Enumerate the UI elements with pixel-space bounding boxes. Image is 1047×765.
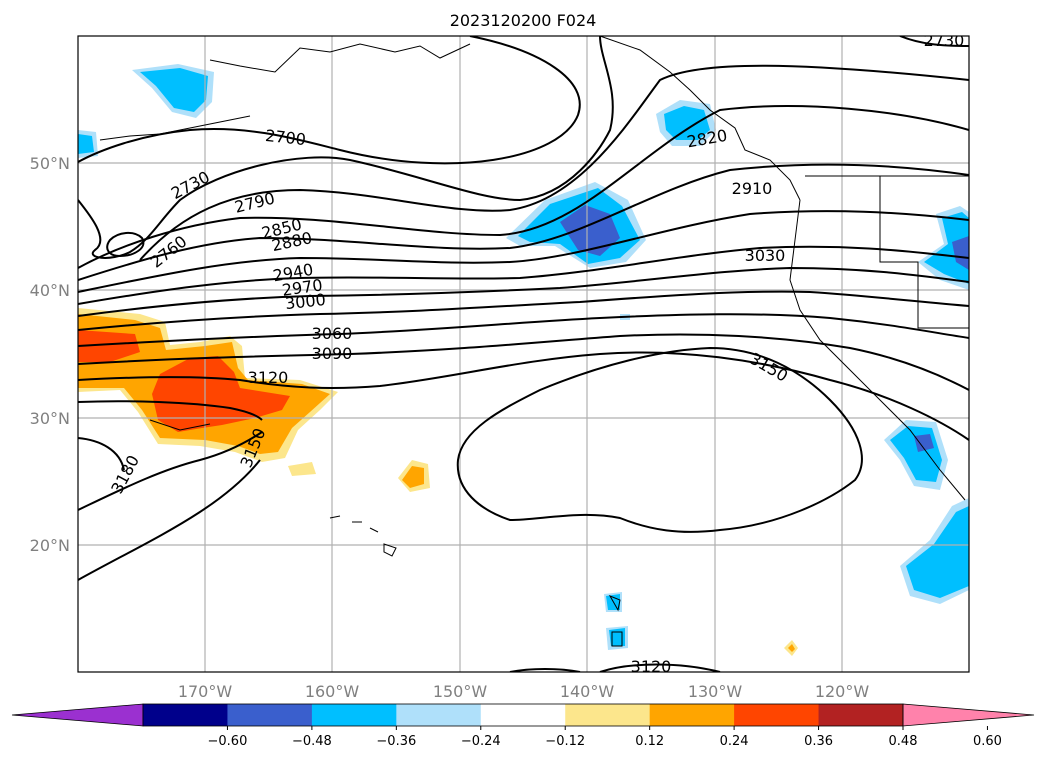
contour-label: 2730 <box>924 31 965 50</box>
negative-anomaly-area <box>952 236 969 270</box>
negative-anomaly-area <box>664 106 710 140</box>
colorbar-tick-label: −0.48 <box>292 734 332 749</box>
lat-label: 50°N <box>30 154 70 173</box>
contour-label: 2730 <box>168 167 213 203</box>
lon-label: 150°W <box>433 682 488 701</box>
lon-label: 120°W <box>815 682 870 701</box>
height-contours <box>78 36 969 672</box>
anomaly-shading <box>78 64 969 656</box>
contour-label: 2910 <box>732 179 773 198</box>
contour-label: 3090 <box>312 344 353 363</box>
colorbar-tick-label: 0.36 <box>804 734 833 749</box>
positive-anomaly-area <box>402 466 424 488</box>
lat-label: 40°N <box>30 281 70 300</box>
colorbar-tick-label: −0.24 <box>461 734 501 749</box>
colorbar-swatch <box>227 704 313 726</box>
colorbar-swatch <box>565 704 651 726</box>
lat-label: 30°N <box>30 409 70 428</box>
lon-label: 170°W <box>178 682 233 701</box>
map-title: 2023120200 F024 <box>450 11 597 30</box>
longitude-labels: 170°W 160°W 150°W 140°W 130°W 120°W <box>178 682 870 701</box>
colorbar-swatch <box>649 704 735 726</box>
contour-label: 3060 <box>312 324 353 343</box>
colorbar-extension-high <box>902 703 1035 727</box>
lon-label: 140°W <box>560 682 615 701</box>
negative-anomaly-area <box>924 212 969 284</box>
positive-anomaly-area <box>78 330 290 432</box>
colorbar-swatch <box>143 704 228 726</box>
contour-label: 3120 <box>631 657 672 676</box>
colorbar: −0.60 −0.48 −0.36 −0.24 −0.12 0.12 0.24 0.36 0.4… <box>11 703 1035 749</box>
negative-anomaly-area <box>78 134 94 154</box>
contour-label: 3180 <box>107 452 143 497</box>
contour-label: 3030 <box>745 246 786 265</box>
colorbar-extension-low <box>11 703 144 727</box>
colorbar-swatch <box>480 704 566 726</box>
colorbar-tick-label: 0.12 <box>635 734 664 749</box>
colorbar-tick-label: −0.12 <box>545 734 585 749</box>
negative-anomaly-area <box>140 68 208 112</box>
colorbar-swatch <box>311 704 397 726</box>
lon-label: 160°W <box>305 682 360 701</box>
lat-label: 20°N <box>30 536 70 555</box>
negative-anomaly-area <box>906 506 969 598</box>
positive-anomaly-area <box>788 644 795 652</box>
contour-label: 2700 <box>264 126 306 149</box>
contour-label: 2790 <box>233 189 277 217</box>
colorbar-swatch <box>734 704 820 726</box>
negative-anomaly-area <box>914 434 934 452</box>
colorbar-tick-label: 0.48 <box>889 734 918 749</box>
colorbar-frame <box>142 703 904 727</box>
lon-label: 130°W <box>688 682 743 701</box>
colorbar-tick-label: 0.60 <box>973 734 1002 749</box>
colorbar-tick-label: 0.24 <box>720 734 749 749</box>
contour-label: 3000 <box>284 290 326 313</box>
contour-label: 3120 <box>248 368 289 387</box>
negative-anomaly-area <box>609 628 625 646</box>
colorbar-swatch <box>818 704 904 726</box>
map-frame <box>77 35 970 673</box>
map-panel: 2730 2700 2730 2820 2910 2790 2760 2850 … <box>77 31 970 676</box>
colorbar-tick-label: −0.36 <box>376 734 416 749</box>
positive-anomaly-area <box>288 462 316 476</box>
latitude-labels: 50°N 40°N 30°N 20°N <box>30 154 70 555</box>
contour-label: 3150 <box>746 349 791 386</box>
colorbar-tick-label: −0.60 <box>208 734 248 749</box>
colorbar-swatch <box>396 704 482 726</box>
